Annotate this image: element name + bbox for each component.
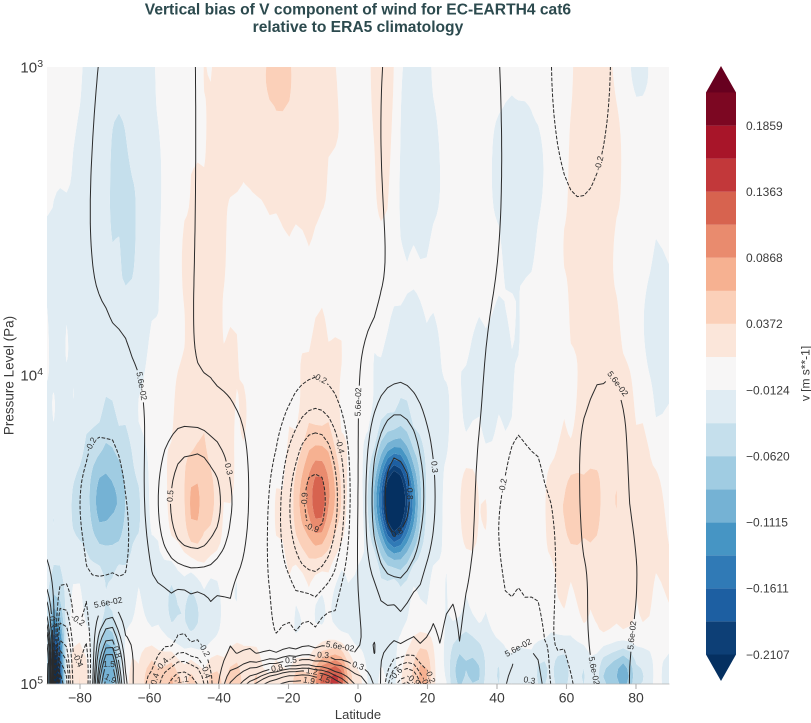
svg-text:5.6e-02: 5.6e-02 — [325, 639, 355, 654]
svg-text:relative to ERA5 climatology: relative to ERA5 climatology — [253, 19, 464, 36]
svg-text:0.3: 0.3 — [429, 461, 440, 474]
svg-text:1.5: 1.5 — [103, 659, 115, 669]
svg-text:Latitude: Latitude — [335, 707, 381, 722]
svg-text:-1.1: -1.1 — [173, 674, 189, 686]
svg-text:1.9: 1.9 — [103, 671, 118, 685]
svg-text:1.2: 1.2 — [305, 665, 319, 677]
svg-text:-0.2: -0.2 — [496, 477, 508, 493]
svg-text:1.5: 1.5 — [317, 672, 332, 686]
svg-text:-0.4: -0.4 — [147, 672, 161, 689]
svg-text:v [m s**-1]: v [m s**-1] — [798, 346, 811, 401]
svg-text:1 0 5: 1 0 5 — [20, 675, 43, 694]
svg-text:0.5: 0.5 — [165, 489, 176, 502]
svg-text:0.3: 0.3 — [351, 659, 366, 672]
svg-text:40: 40 — [489, 690, 505, 706]
svg-text:0.0372: 0.0372 — [746, 317, 783, 331]
svg-text:0: 0 — [354, 690, 362, 706]
svg-text:−80: −80 — [68, 690, 92, 706]
svg-text:−0.0124: −0.0124 — [746, 383, 790, 397]
svg-text:5.6e-02: 5.6e-02 — [587, 656, 603, 687]
svg-text:−60: −60 — [138, 690, 162, 706]
svg-text:−40: −40 — [207, 690, 231, 706]
svg-text:0.3: 0.3 — [523, 674, 537, 686]
svg-text:−0.0620: −0.0620 — [746, 450, 790, 464]
svg-text:1 0 4: 1 0 4 — [20, 366, 43, 385]
svg-text:20: 20 — [420, 690, 436, 706]
svg-text:−20: −20 — [277, 690, 301, 706]
svg-text:−0.1611: −0.1611 — [746, 582, 789, 596]
svg-text:0.1859: 0.1859 — [746, 119, 783, 133]
svg-text:-0.4: -0.4 — [334, 438, 347, 455]
svg-text:0.8: 0.8 — [111, 645, 124, 659]
svg-text:-0.9: -0.9 — [299, 492, 310, 507]
svg-text:−0.1115: −0.1115 — [746, 516, 788, 530]
svg-text:1 0 3: 1 0 3 — [20, 58, 43, 77]
svg-text:1.9: 1.9 — [302, 674, 316, 686]
svg-text:-0.4: -0.4 — [419, 675, 434, 693]
svg-text:-0.2: -0.2 — [49, 642, 59, 657]
svg-text:0.3: 0.3 — [48, 616, 59, 629]
svg-text:Pressure Level (Pa): Pressure Level (Pa) — [2, 316, 17, 435]
svg-text:-0.2: -0.2 — [423, 667, 438, 685]
svg-text:Vertical bias of V component o: Vertical bias of V component of wind for… — [145, 2, 572, 19]
svg-text:60: 60 — [559, 690, 575, 706]
svg-text:0.8: 0.8 — [405, 488, 415, 500]
svg-text:−0.2107: −0.2107 — [746, 648, 790, 662]
svg-text:0.0868: 0.0868 — [746, 251, 783, 265]
svg-text:0.3: 0.3 — [223, 462, 235, 476]
svg-text:0.5: 0.5 — [285, 655, 298, 666]
svg-text:80: 80 — [628, 690, 644, 706]
svg-text:0.3: 0.3 — [317, 650, 330, 661]
svg-text:0.8: 0.8 — [270, 662, 284, 674]
svg-text:0.8: 0.8 — [389, 525, 404, 539]
svg-text:-0.2: -0.2 — [592, 155, 605, 172]
svg-text:5.6e-02: 5.6e-02 — [353, 387, 364, 416]
svg-text:5.6e-02: 5.6e-02 — [625, 620, 638, 650]
svg-text:0.1363: 0.1363 — [746, 185, 783, 199]
svg-text:-0.4: -0.4 — [199, 662, 213, 679]
